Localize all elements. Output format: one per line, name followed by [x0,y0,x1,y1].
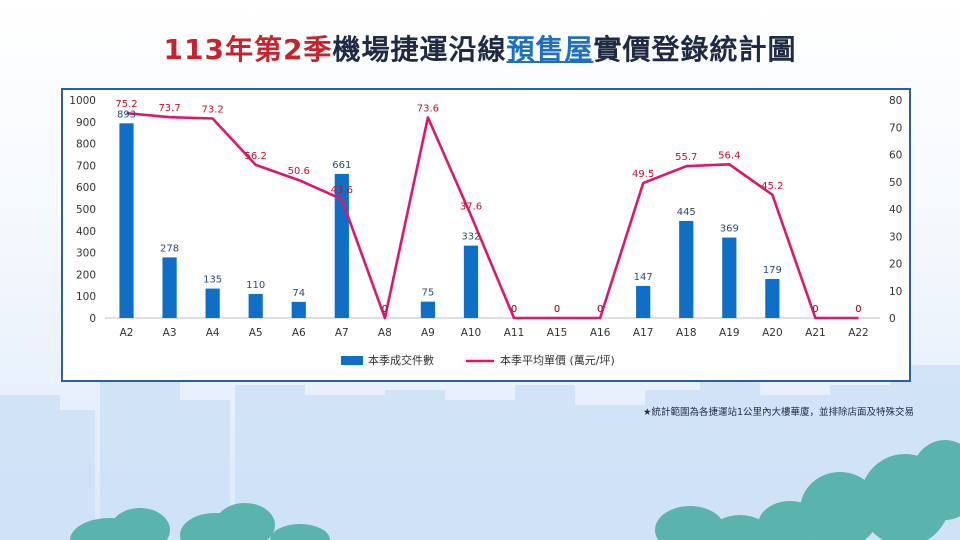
line-data-label: 73.6 [417,103,439,114]
y-right-tick-label: 20 [889,259,902,271]
bar-data-label: 147 [634,272,653,283]
title-part-quarter: 113年第2季 [163,33,333,66]
bar [119,123,134,319]
bar [420,301,436,318]
line-data-label: 75.2 [115,99,137,110]
line-data-label: 0 [511,304,517,315]
y-left-tick-label: 800 [76,139,96,151]
line-data-label: 0 [597,304,603,315]
title-part-line: 機場捷運沿線 [332,33,507,66]
bar [205,288,220,318]
bar-data-label: 661 [332,160,351,171]
x-tick-label: A15 [547,327,568,339]
bar [722,237,737,318]
bar-data-label: 74 [292,288,305,299]
bar-data-label: 0 [382,304,388,315]
line-data-label: 0 [554,304,560,315]
bar-data-label: 0 [855,304,861,315]
line-data-label: 45.2 [761,181,783,192]
bar [765,278,780,318]
y-right-tick-label: 80 [889,95,902,107]
x-tick-label: A21 [805,327,826,339]
series-line-price [126,111,859,320]
title-part-stat: 實價登錄統計圖 [593,33,797,66]
x-tick-label: A8 [378,327,392,339]
page-title: 113年第2季機場捷運沿線預售屋實價登錄統計圖 [0,28,960,68]
bar-data-label: 110 [246,280,265,291]
bar-data-label: 0 [812,304,818,315]
y-left-tick-label: 500 [76,204,96,216]
bar-data-label: 0 [511,304,517,315]
bar-data-label: 278 [160,243,179,254]
bar-data-label: 0 [554,304,560,315]
chart-frame [61,88,911,382]
y-right-tick-label: 70 [889,122,902,134]
x-tick-label: A16 [590,327,611,339]
line-data-label: 0 [855,304,861,315]
bar-data-label: 893 [117,109,136,120]
y-left-tick-label: 0 [89,313,96,325]
bar-data-label: 179 [763,265,782,276]
y-left-tick-label: 900 [76,117,96,129]
y-right-tick-label: 30 [889,231,902,243]
y-left-tick-label: 100 [76,291,96,303]
y-right-tick-label: 50 [889,177,902,189]
line-data-label: 56.4 [718,150,740,161]
bar [679,220,694,318]
x-tick-label: A22 [848,327,869,339]
x-tick-label: A9 [421,327,435,339]
x-tick-label: A20 [762,327,783,339]
line-data-label: 43.6 [331,185,353,196]
x-tick-label: A7 [335,327,349,339]
x-tick-label: A17 [633,327,654,339]
y-right-tick-label: 60 [889,150,902,162]
y-right-tick-label: 0 [889,313,896,325]
bar [463,245,479,318]
bar [248,294,263,318]
bar [162,257,177,318]
line-data-label: 55.7 [675,152,697,163]
x-tick-label: A3 [163,327,177,339]
x-tick-label: A4 [206,327,220,339]
x-tick-label: A18 [676,327,697,339]
legend-label-bar: 本季成交件數 [368,353,434,367]
bar-data-label: 332 [461,232,480,243]
bar [636,285,651,318]
line-data-label: 0 [812,304,818,315]
line-data-label: 49.5 [632,169,654,180]
y-right-tick-label: 10 [889,286,902,298]
footnote: ★統計範圍為各捷運站1公里內大樓華廈，並排除店面及特殊交易 [642,407,914,418]
legend-label-line: 本季平均單價 (萬元/坪) [500,353,615,367]
bar-data-label: 75 [422,288,435,299]
y-left-tick-label: 700 [76,160,96,172]
line-data-label: 50.6 [288,166,310,177]
x-tick-label: A2 [120,327,134,339]
bar-data-label: 0 [597,304,603,315]
x-tick-label: A11 [504,327,525,339]
bar [291,301,306,318]
y-left-tick-label: 300 [76,248,96,260]
title-part-presale: 預售屋 [506,33,594,66]
legend-swatch-bar [341,356,363,365]
y-left-tick-label: 600 [76,182,96,194]
line-data-label: 0 [382,304,388,315]
bar-data-label: 135 [203,275,222,286]
bar-data-label: 445 [677,207,696,218]
line-data-label: 37.6 [460,202,482,213]
x-tick-label: A5 [249,327,263,339]
line-data-label: 73.7 [158,103,180,114]
x-tick-label: A10 [461,327,482,339]
y-right-tick-label: 40 [889,204,902,216]
x-tick-label: A6 [292,327,306,339]
line-data-label: 73.2 [202,105,224,116]
line-data-label: 56.2 [245,151,267,162]
y-left-tick-label: 1000 [69,95,96,107]
bar-data-label: 369 [720,224,739,235]
y-left-tick-label: 200 [76,269,96,281]
x-tick-label: A19 [719,327,740,339]
y-left-tick-label: 400 [76,226,96,238]
